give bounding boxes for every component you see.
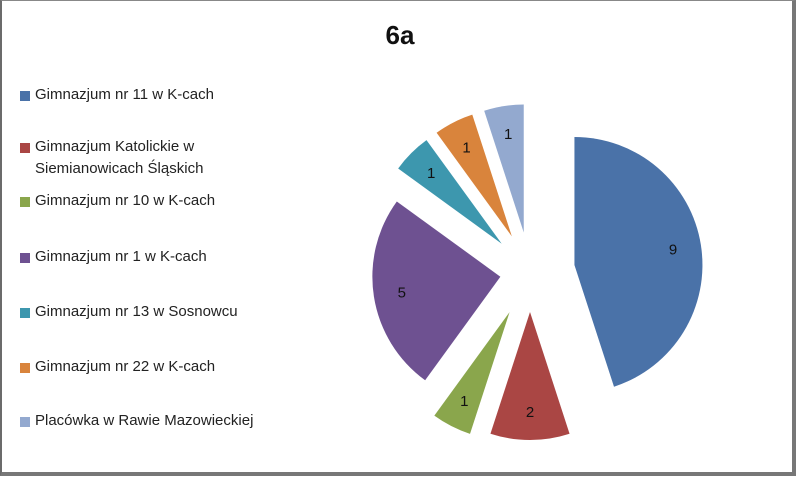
slice-data-label: 1 <box>462 139 470 156</box>
slice-data-label: 1 <box>460 393 468 410</box>
legend-swatch <box>20 91 30 101</box>
pie-slice <box>490 312 570 440</box>
pie-slice <box>434 312 510 434</box>
slice-data-label: 2 <box>526 404 534 421</box>
legend-swatch <box>20 197 30 207</box>
legend-item-gim-katolickie: Gimnazjum Katolickie w Siemianowicach Ślą… <box>20 136 203 180</box>
slice-data-label: 1 <box>504 126 512 143</box>
legend-label: Gimnazjum Katolickie w Siemianowicach Ślą… <box>35 136 203 180</box>
legend-swatch <box>20 308 30 318</box>
legend-label: Gimnazjum nr 1 w K-cach <box>35 248 207 265</box>
pie-slice <box>484 104 524 233</box>
legend-label: Gimnazjum nr 13 w Sosnowcu <box>35 303 238 320</box>
slice-data-label: 5 <box>398 284 406 301</box>
pie-slice <box>372 201 501 381</box>
legend-label: Gimnazjum nr 10 w K-cach <box>35 192 216 209</box>
legend-label-line: Siemianowicach Śląskich <box>35 160 204 177</box>
pie-slice <box>398 140 502 244</box>
legend-swatch <box>20 417 30 427</box>
legend-swatch <box>20 363 30 373</box>
legend-item-gim1: Gimnazjum nr 1 w K-cach <box>20 246 207 268</box>
legend-item-gim10: Gimnazjum nr 10 w K-cach <box>20 190 215 212</box>
legend-label: Gimnazjum nr 22 w K-cach <box>35 358 216 375</box>
legend-label-line: Gimnazjum Katolickie w <box>35 138 195 155</box>
legend-label: Placówka w Rawie Mazowieckiej <box>35 412 254 429</box>
legend-item-rawa: Placówka w Rawie Mazowieckiej <box>20 410 253 432</box>
legend-swatch <box>20 143 30 153</box>
chart-title: 6a <box>385 20 415 50</box>
legend-item-gim13: Gimnazjum nr 13 w Sosnowcu <box>20 301 238 323</box>
slice-data-label: 1 <box>427 165 435 182</box>
legend-swatch <box>20 253 30 263</box>
legend-item-gim11: Gimnazjum nr 11 w K-cach <box>20 84 214 106</box>
pie-slice <box>436 114 512 237</box>
legend-label: Gimnazjum nr 11 w K-cach <box>35 86 214 103</box>
slice-data-label: 9 <box>669 241 677 258</box>
pie-slice <box>574 136 703 387</box>
legend-item-gim22: Gimnazjum nr 22 w K-cach <box>20 356 215 378</box>
